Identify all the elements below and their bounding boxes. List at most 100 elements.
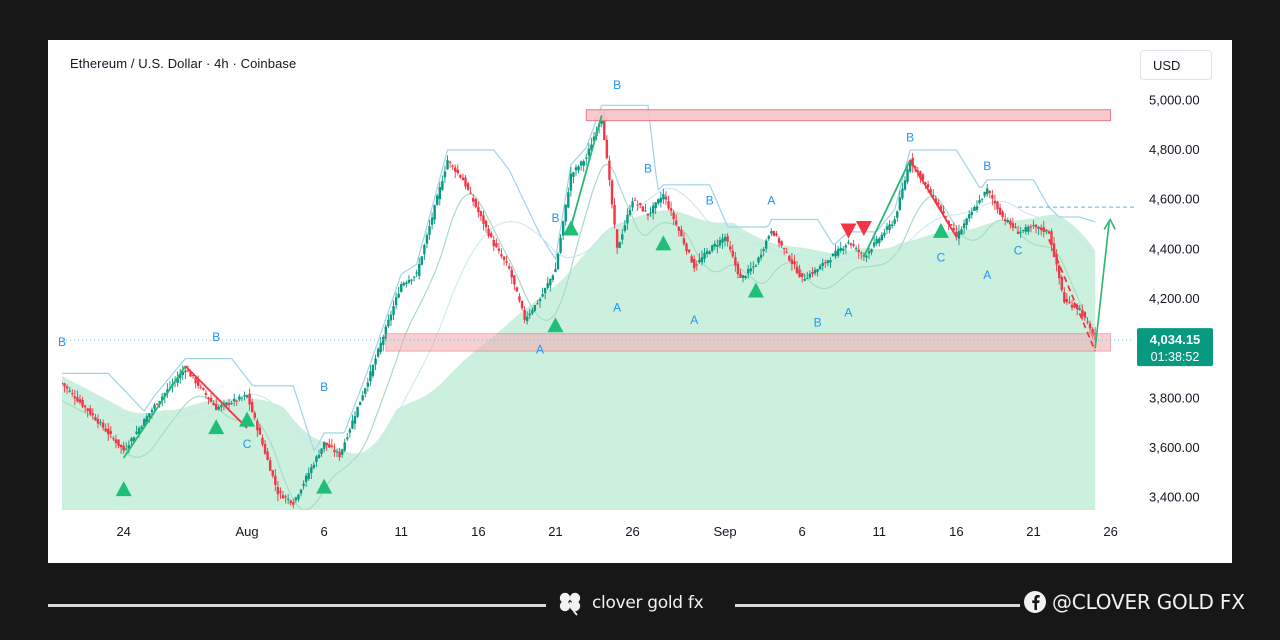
candle-body: [795, 266, 799, 274]
candle-body: [754, 265, 758, 267]
candle: [608, 155, 611, 187]
candle-body: [536, 303, 539, 305]
candle: [711, 244, 714, 253]
candle: [564, 204, 567, 226]
wave-label: C: [243, 437, 252, 451]
candle: [109, 426, 113, 439]
candle: [975, 200, 979, 213]
support-zone: [385, 333, 1112, 352]
social-handle[interactable]: @CLOVER GOLD FX: [1024, 589, 1245, 615]
candle-body: [358, 401, 362, 406]
swing-line: [909, 159, 958, 238]
wave-label: C: [937, 251, 946, 265]
candle-body: [942, 210, 945, 214]
wave-label: B: [706, 194, 714, 208]
candle-body: [464, 177, 467, 187]
candle-body: [1014, 227, 1017, 229]
candle-body: [143, 419, 146, 427]
candle-body: [1070, 304, 1074, 308]
candle-body: [721, 238, 724, 243]
candle-body: [374, 358, 377, 365]
candle-body: [199, 386, 202, 388]
candle: [829, 257, 832, 268]
candle-body: [847, 242, 850, 244]
candle-body: [744, 276, 747, 279]
candle: [153, 402, 156, 412]
candle-body: [680, 229, 683, 237]
swing-line: [570, 115, 603, 228]
candle: [263, 440, 267, 456]
candle-body: [836, 248, 840, 256]
candle-body: [767, 236, 770, 239]
candle-body: [747, 269, 750, 274]
candle: [472, 193, 475, 207]
candle: [747, 264, 750, 279]
candle: [250, 398, 254, 413]
candle-body: [215, 403, 218, 411]
candle: [860, 251, 863, 260]
candle-body: [76, 397, 79, 402]
candle-body: [245, 395, 249, 398]
candle: [1029, 224, 1033, 233]
currency-button[interactable]: USD: [1140, 50, 1212, 80]
candle: [698, 253, 701, 264]
candle: [389, 310, 393, 326]
candle-body: [263, 444, 267, 454]
candle-body: [991, 195, 994, 199]
candle: [708, 250, 711, 255]
candle: [561, 220, 565, 240]
candle: [330, 439, 334, 449]
candle-body: [716, 244, 719, 247]
candle-body: [1021, 229, 1025, 231]
candle: [351, 414, 354, 430]
candle: [618, 241, 621, 249]
candle-body: [968, 214, 971, 219]
candle: [394, 292, 398, 310]
social-handle-text: @CLOVER GOLD FX: [1052, 590, 1245, 614]
candle: [785, 247, 788, 254]
candle: [808, 270, 812, 280]
candle: [356, 406, 359, 419]
candle-body: [644, 210, 647, 212]
candle-body: [515, 287, 519, 292]
candle: [402, 281, 406, 287]
candle: [240, 396, 244, 402]
candle: [76, 390, 79, 403]
candle: [1006, 217, 1009, 224]
candle-body: [669, 208, 673, 211]
candle-body: [950, 224, 953, 226]
candle: [91, 408, 95, 420]
candle: [531, 307, 534, 316]
candle-body: [628, 209, 632, 216]
candle: [369, 365, 372, 386]
candle-body: [1019, 231, 1022, 233]
candle: [289, 499, 292, 506]
candle: [983, 191, 986, 198]
candle: [230, 400, 233, 405]
candle-body: [685, 243, 688, 252]
candle-body: [86, 408, 89, 412]
candle: [400, 281, 403, 293]
candle: [469, 186, 472, 195]
candle: [366, 377, 370, 392]
candle: [1045, 229, 1048, 235]
candle: [567, 187, 570, 209]
candle-body: [579, 161, 583, 166]
candle: [1047, 229, 1051, 235]
candle-body: [114, 439, 118, 444]
candle-body: [356, 406, 359, 417]
candle: [274, 468, 277, 491]
candle-body: [1065, 299, 1069, 303]
candle: [865, 254, 868, 263]
candle-body: [140, 426, 143, 429]
candle-body: [518, 296, 521, 301]
candle-body: [698, 259, 701, 263]
price-chart[interactable]: B B B C A B B B A B A A B A B B C A C 5,000.00 4,800.00 4,600…: [48, 40, 1232, 563]
candle: [209, 391, 213, 403]
candle: [970, 207, 973, 219]
candle: [446, 155, 449, 170]
candle-body: [330, 445, 334, 447]
candle-body: [528, 313, 531, 316]
candle-body: [1078, 308, 1081, 310]
candle-body: [752, 266, 755, 268]
